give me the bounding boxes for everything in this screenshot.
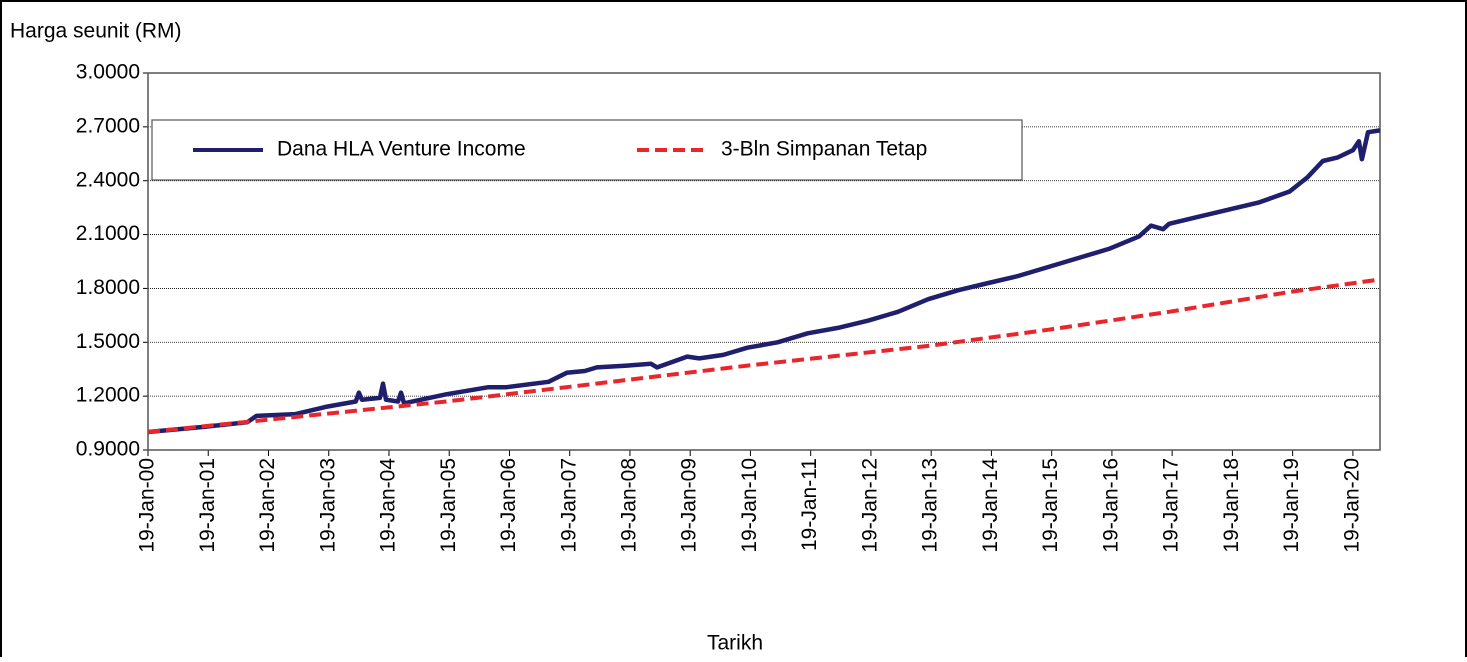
x-tick-label: 19-Jan-11 bbox=[798, 458, 821, 551]
x-tick-label: 19-Jan-17 bbox=[1160, 458, 1183, 553]
y-tick-label: 2.4000 bbox=[76, 168, 140, 191]
y-tick-label: 3.0000 bbox=[76, 61, 140, 84]
x-tick-label: 19-Jan-03 bbox=[316, 458, 339, 553]
y-tick-label: 1.5000 bbox=[76, 330, 140, 353]
x-tick-label: 19-Jan-15 bbox=[1039, 458, 1062, 553]
x-tick-label: 19-Jan-08 bbox=[618, 458, 641, 553]
x-tick-label: 19-Jan-18 bbox=[1220, 458, 1243, 553]
x-tick-label: 19-Jan-19 bbox=[1280, 458, 1303, 553]
x-tick-label: 19-Jan-10 bbox=[738, 458, 761, 553]
y-tick-label: 2.7000 bbox=[76, 114, 140, 137]
x-tick-label: 19-Jan-16 bbox=[1099, 458, 1122, 553]
y-tick-label: 0.9000 bbox=[76, 438, 140, 461]
y-tick-label: 2.1000 bbox=[76, 222, 140, 245]
x-tick-label: 19-Jan-00 bbox=[136, 458, 159, 553]
legend-label: 3-Bln Simpanan Tetap bbox=[721, 138, 927, 161]
x-tick-label: 19-Jan-09 bbox=[678, 458, 701, 553]
x-axis-label: Tarikh bbox=[707, 632, 763, 655]
x-tick-label: 19-Jan-06 bbox=[497, 458, 520, 553]
legend-label: Dana HLA Venture Income bbox=[277, 138, 526, 161]
series-line bbox=[147, 277, 1381, 434]
x-tick-label: 19-Jan-02 bbox=[256, 458, 279, 553]
x-tick-label: 19-Jan-07 bbox=[557, 458, 580, 553]
x-tick-label: 19-Jan-13 bbox=[919, 458, 942, 553]
x-tick-label: 19-Jan-12 bbox=[858, 458, 881, 553]
plot-area bbox=[147, 72, 1381, 451]
x-tick-label: 19-Jan-04 bbox=[377, 458, 400, 553]
x-tick-label: 19-Jan-05 bbox=[437, 458, 460, 553]
series-line bbox=[147, 128, 1381, 435]
y-axis-label: Harga seunit (RM) bbox=[10, 20, 182, 43]
x-tick-label: 19-Jan-20 bbox=[1340, 458, 1363, 553]
y-tick-label: 1.2000 bbox=[76, 384, 140, 407]
x-tick-label: 19-Jan-01 bbox=[196, 458, 219, 553]
legend bbox=[151, 119, 1023, 181]
x-tick-label: 19-Jan-14 bbox=[979, 458, 1002, 553]
y-tick-label: 1.8000 bbox=[76, 276, 140, 299]
